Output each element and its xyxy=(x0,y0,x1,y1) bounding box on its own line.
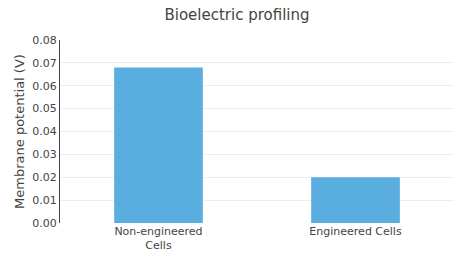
svg-text:Non-engineeredCells: Non-engineeredCells xyxy=(114,225,202,252)
svg-text:0.00: 0.00 xyxy=(32,217,57,230)
svg-text:0.04: 0.04 xyxy=(32,125,57,138)
svg-text:Engineered Cells: Engineered Cells xyxy=(309,225,402,238)
svg-text:0.06: 0.06 xyxy=(32,80,57,93)
svg-text:0.08: 0.08 xyxy=(32,34,57,47)
svg-text:Membrane potential (V): Membrane potential (V) xyxy=(12,54,27,209)
svg-text:0.05: 0.05 xyxy=(32,102,57,115)
svg-text:0.03: 0.03 xyxy=(32,148,57,161)
svg-text:0.02: 0.02 xyxy=(32,171,57,184)
svg-text:Bioelectric profiling: Bioelectric profiling xyxy=(164,6,309,24)
svg-text:0.01: 0.01 xyxy=(32,194,57,207)
svg-text:0.07: 0.07 xyxy=(32,57,57,70)
